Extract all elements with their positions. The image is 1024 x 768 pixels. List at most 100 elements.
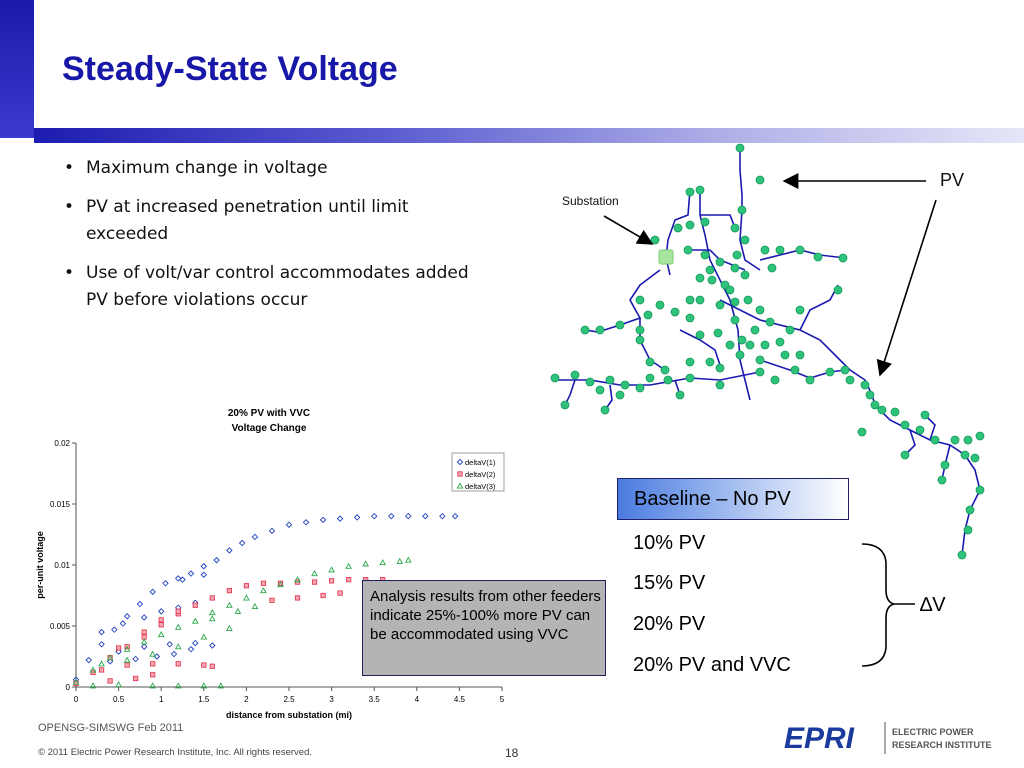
pv-node bbox=[660, 365, 670, 375]
pv-node bbox=[975, 431, 985, 441]
pv-node bbox=[715, 363, 725, 373]
data-point-deltav3 bbox=[174, 682, 182, 689]
pv-node bbox=[870, 400, 880, 410]
pv-node bbox=[645, 373, 655, 383]
data-point-deltav2 bbox=[158, 622, 164, 628]
data-point-deltav3 bbox=[123, 656, 131, 663]
pv-node bbox=[730, 297, 740, 307]
pv-node bbox=[920, 410, 930, 420]
data-point-deltav2 bbox=[133, 675, 139, 682]
data-point-deltav2 bbox=[124, 662, 130, 668]
pv-node bbox=[725, 340, 735, 350]
data-point-deltav2 bbox=[209, 663, 215, 669]
pv-node bbox=[685, 373, 695, 383]
pv-label: PV bbox=[940, 170, 965, 190]
pv-node bbox=[950, 435, 960, 445]
data-point-deltav1 bbox=[388, 512, 395, 520]
feeder-line bbox=[700, 214, 736, 229]
feeder-line bbox=[679, 329, 721, 366]
pv-node bbox=[655, 300, 665, 310]
data-point-deltav2 bbox=[269, 597, 275, 603]
case-item: 20% PV and VVC bbox=[633, 654, 791, 676]
pv-node bbox=[695, 185, 705, 195]
pv-node bbox=[755, 305, 765, 315]
pv-node bbox=[715, 257, 725, 267]
chart-title: 20% PV with VVC bbox=[228, 408, 310, 419]
x-tick-label: 0.5 bbox=[113, 695, 125, 704]
pv-node bbox=[805, 375, 815, 385]
pv-node bbox=[695, 330, 705, 340]
case-item: 15% PV bbox=[633, 572, 706, 594]
pv-node bbox=[775, 337, 785, 347]
data-point-deltav1 bbox=[251, 533, 259, 541]
analysis-callout: Analysis results from other feeders indi… bbox=[362, 580, 606, 676]
data-point-deltav1 bbox=[451, 512, 459, 520]
data-point-deltav2 bbox=[320, 592, 326, 599]
data-point-deltav2 bbox=[226, 588, 232, 594]
data-point-deltav1 bbox=[140, 643, 148, 650]
data-point-deltav3 bbox=[98, 660, 105, 667]
data-point-deltav2 bbox=[98, 667, 105, 673]
bullet-list: Maximum change in voltage PV at increase… bbox=[62, 155, 492, 326]
data-point-deltav3 bbox=[379, 559, 387, 566]
data-point-deltav2 bbox=[201, 662, 207, 668]
data-point-deltav1 bbox=[200, 562, 208, 570]
pv-node bbox=[965, 505, 975, 515]
data-point-deltav1 bbox=[302, 519, 310, 526]
pv-node bbox=[740, 270, 750, 280]
legend-marker bbox=[456, 482, 464, 489]
data-point-deltav3 bbox=[225, 601, 233, 608]
data-point-deltav3 bbox=[404, 556, 412, 563]
pv-node bbox=[620, 380, 630, 390]
data-point-deltav2 bbox=[175, 608, 181, 614]
pv-node bbox=[760, 245, 770, 255]
pv-node bbox=[865, 390, 875, 400]
data-point-deltav1 bbox=[140, 614, 148, 621]
legend-marker bbox=[456, 458, 464, 466]
title-rule bbox=[34, 128, 1024, 143]
data-point-deltav2 bbox=[260, 580, 267, 586]
pv-node bbox=[600, 405, 610, 415]
data-point-deltav1 bbox=[136, 600, 144, 608]
data-point-deltav1 bbox=[115, 648, 122, 655]
data-point-deltav1 bbox=[179, 576, 186, 583]
data-point-deltav1 bbox=[439, 512, 446, 520]
data-point-deltav3 bbox=[200, 682, 208, 689]
data-point-deltav1 bbox=[132, 655, 139, 663]
pv-node bbox=[833, 285, 843, 295]
pv-node bbox=[715, 380, 725, 390]
pv-node bbox=[915, 425, 925, 435]
pv-node bbox=[705, 265, 715, 275]
pv-node bbox=[970, 453, 980, 463]
pv-node bbox=[813, 252, 823, 262]
pv-node bbox=[877, 405, 887, 415]
pv-node bbox=[765, 317, 775, 327]
pv-node bbox=[615, 320, 625, 330]
pv-node bbox=[695, 273, 705, 283]
pv-node bbox=[605, 375, 615, 385]
data-point-deltav3 bbox=[311, 570, 318, 577]
pv-node bbox=[960, 450, 970, 460]
pv-node bbox=[735, 350, 745, 360]
pv-node bbox=[790, 365, 800, 375]
pv-node bbox=[725, 285, 735, 295]
feeder-line bbox=[924, 414, 936, 441]
data-point-deltav3 bbox=[140, 638, 148, 645]
substation-marker bbox=[658, 249, 674, 265]
data-point-deltav3 bbox=[277, 580, 284, 588]
pv-node bbox=[860, 380, 870, 390]
pv-node bbox=[940, 460, 950, 470]
data-point-deltav3 bbox=[174, 623, 182, 630]
pv-node bbox=[730, 263, 740, 273]
pv-node bbox=[730, 223, 740, 233]
pv-node bbox=[715, 300, 725, 310]
pv-node bbox=[838, 253, 848, 263]
data-point-deltav2 bbox=[337, 590, 343, 596]
pv-node bbox=[760, 340, 770, 350]
pv-node bbox=[755, 175, 765, 185]
pv-node bbox=[795, 350, 805, 360]
copyright-text: © 2011 Electric Power Research Institute… bbox=[38, 747, 312, 758]
delta-v-label: ∆V bbox=[920, 594, 946, 616]
pv-node bbox=[963, 435, 973, 445]
